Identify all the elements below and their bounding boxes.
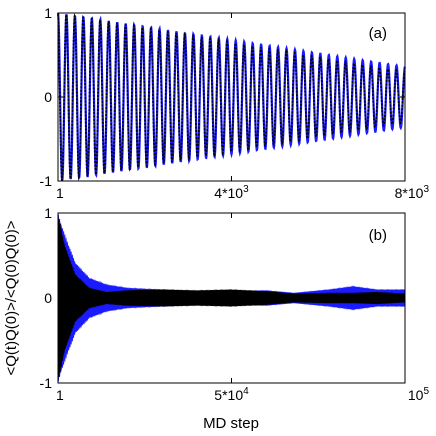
panel-b-y-tick-label: 1 (44, 205, 52, 221)
panel-a-x-tick-label: 1 (56, 185, 64, 201)
panel-a-x-tick-label: 4*103 (214, 184, 249, 201)
panel-b-x-tick-label: 1 (56, 387, 64, 403)
panel-b-label: (b) (369, 227, 387, 244)
panel-b: 1 5*104 105 1 0 -1 (b) (40, 205, 430, 403)
panel-a-label: (a) (369, 25, 387, 42)
panel-a-y-tick-label: 0 (44, 89, 52, 105)
panel-a: 1 4*103 8*103 1 0 -1 (a) (40, 5, 430, 201)
panel-b-x-tick-label: 105 (408, 386, 430, 403)
x-axis-label: MD step (203, 415, 259, 432)
panel-a-y-tick-label: 1 (44, 5, 52, 21)
panel-b-data-area (57, 214, 406, 382)
panel-a-series-black (57, 12, 406, 181)
panel-a-x-tick-label: 8*103 (395, 184, 430, 201)
y-axis-label: <Q(t)Q(0)>/<Q(0)Q(0)> (3, 220, 20, 375)
panel-b-ticks: 1 5*104 105 1 0 -1 (40, 205, 430, 403)
panel-b-x-tick-label: 5*104 (214, 386, 249, 403)
panel-b-y-tick-label: 0 (44, 290, 52, 306)
panel-a-y-tick-label: -1 (40, 173, 53, 189)
panel-a-ticks: 1 4*103 8*103 1 0 -1 (40, 5, 430, 201)
panel-b-series-black (57, 214, 406, 382)
panel-a-data-area (56, 12, 406, 181)
panel-b-y-tick-label: -1 (40, 375, 53, 391)
panel-a-series-blue (56, 12, 406, 181)
